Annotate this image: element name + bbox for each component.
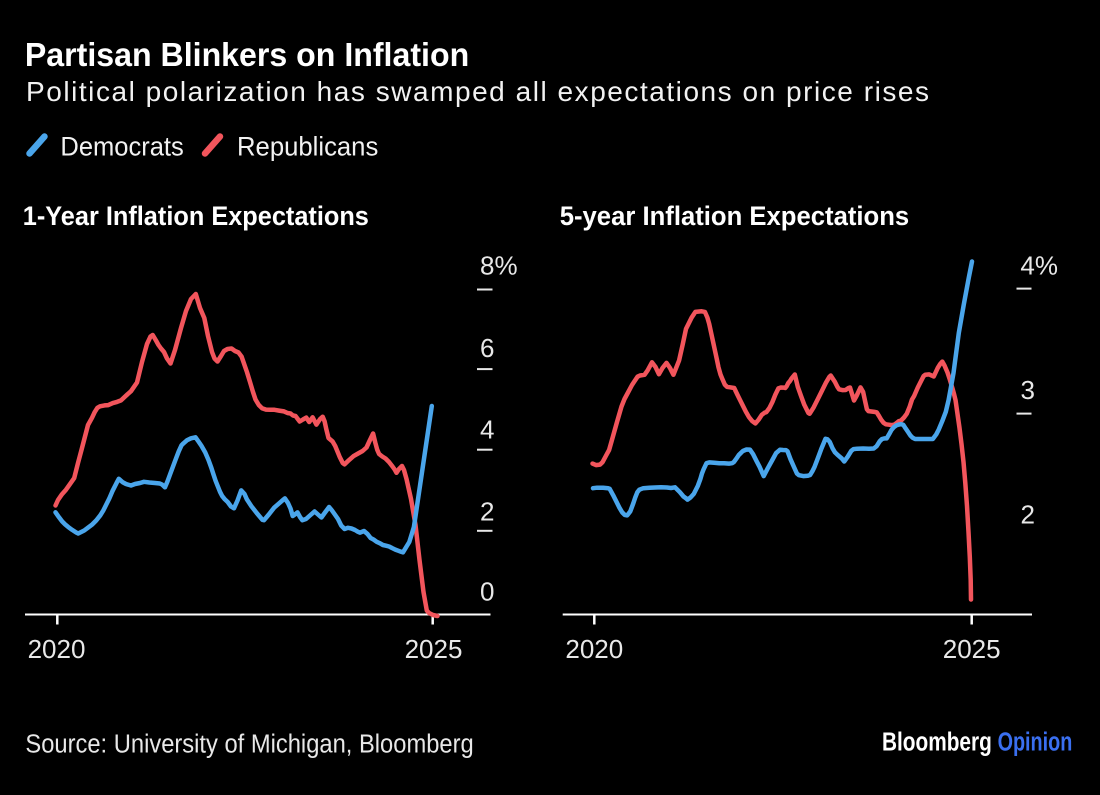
svg-text:2020: 2020 (565, 634, 623, 664)
svg-text:4%: 4% (1020, 250, 1058, 280)
svg-text:6: 6 (480, 333, 494, 363)
svg-text:4: 4 (480, 415, 494, 445)
svg-text:1-Year Inflation Expectations: 1-Year Inflation Expectations (23, 201, 369, 231)
svg-text:Bloomberg: Bloomberg (882, 728, 992, 756)
svg-text:Republicans: Republicans (237, 132, 378, 162)
svg-text:3: 3 (1021, 375, 1035, 405)
svg-text:Source: University of Michigan: Source: University of Michigan, Bloomber… (25, 731, 473, 759)
svg-text:Partisan Blinkers on Inflation: Partisan Blinkers on Inflation (25, 36, 469, 73)
svg-text:Democrats: Democrats (60, 132, 183, 162)
svg-text:Opinion: Opinion (998, 728, 1073, 756)
svg-text:2020: 2020 (28, 634, 86, 664)
svg-text:0: 0 (480, 576, 494, 606)
svg-text:Political polarization has swa: Political polarization has swamped all e… (26, 76, 929, 107)
svg-text:2025: 2025 (943, 634, 1001, 664)
svg-text:8%: 8% (480, 250, 518, 280)
svg-text:2: 2 (1021, 500, 1035, 530)
svg-text:2025: 2025 (405, 634, 463, 664)
svg-text:5-year Inflation Expectations: 5-year Inflation Expectations (560, 201, 910, 231)
svg-text:2: 2 (480, 496, 494, 526)
